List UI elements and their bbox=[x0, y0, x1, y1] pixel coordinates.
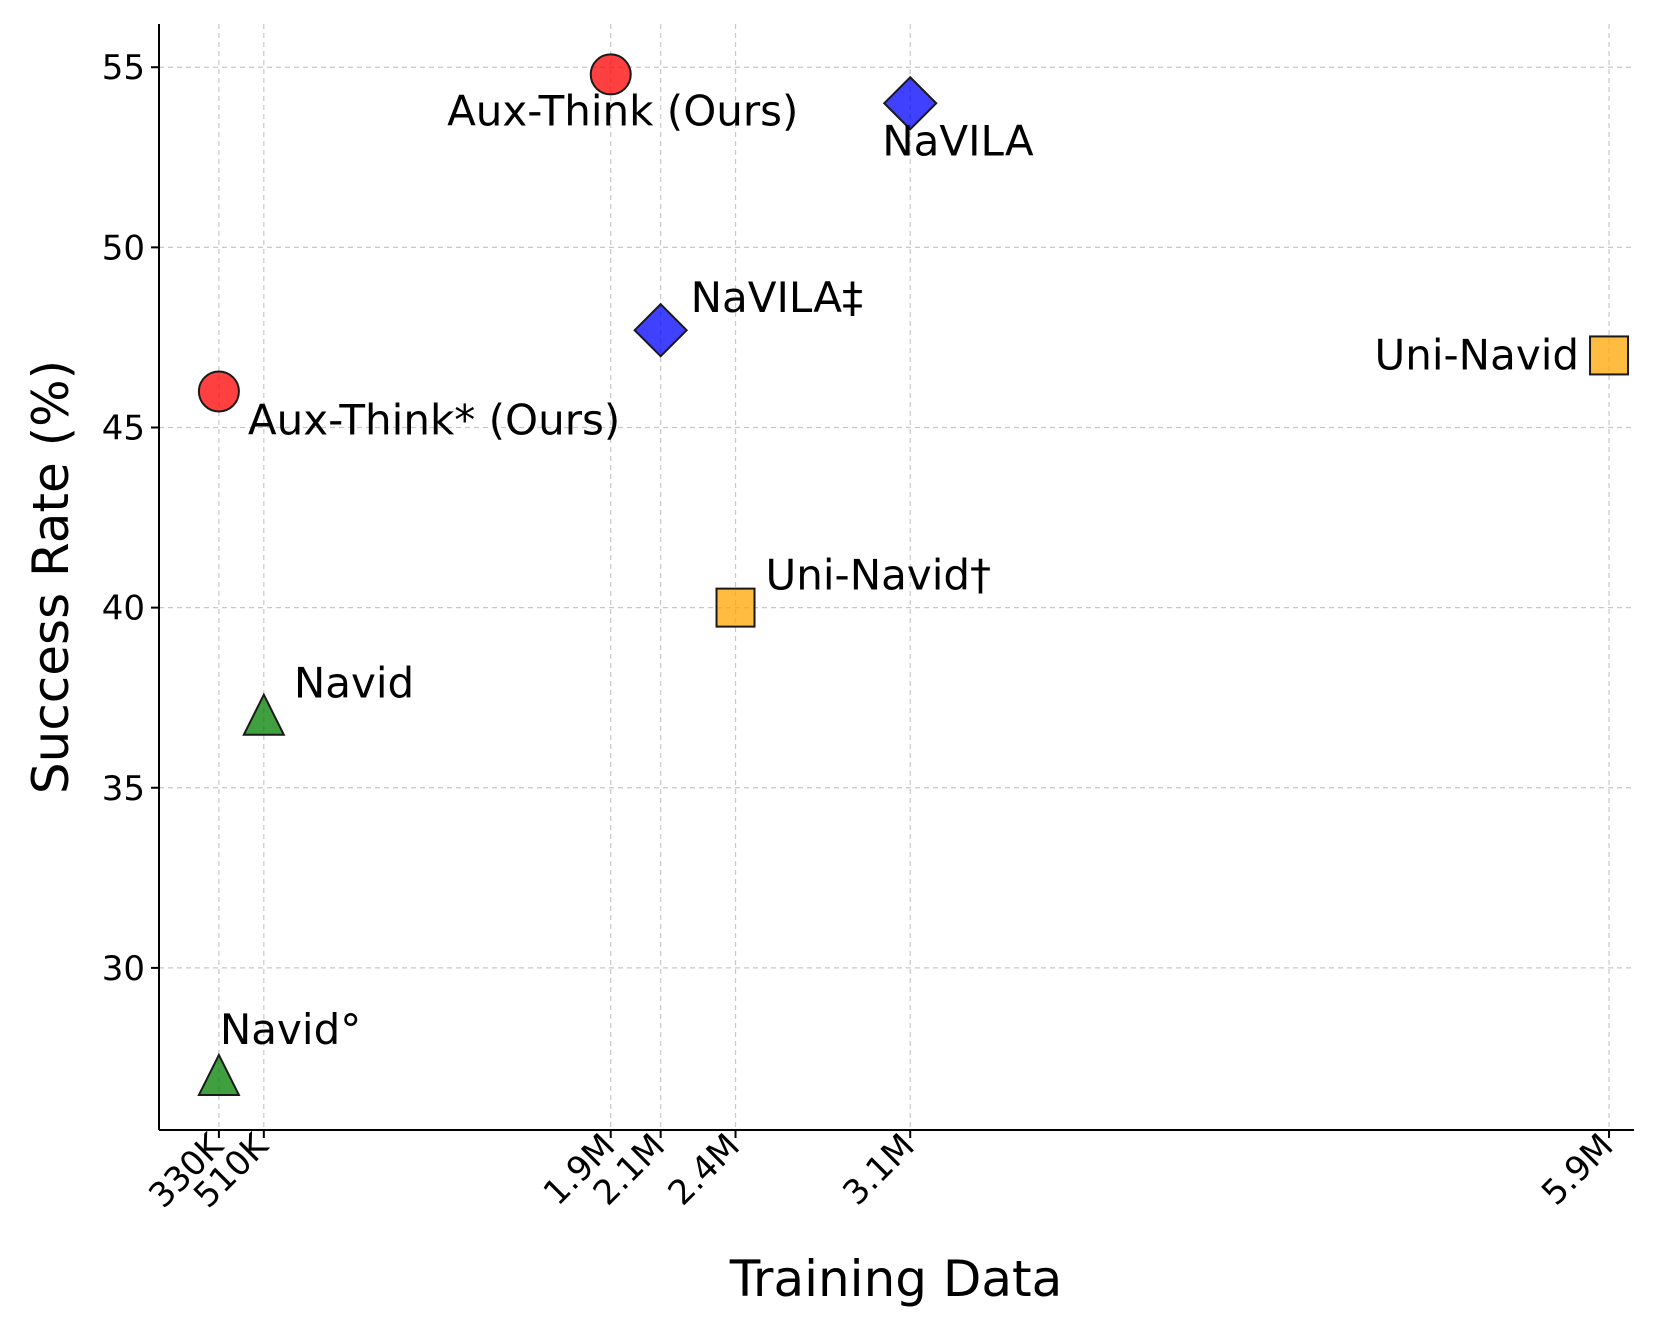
x-tick-label-5-9m: 5.9M bbox=[1534, 1126, 1621, 1213]
navid-marker bbox=[242, 692, 286, 736]
aux-think-ours-marker bbox=[589, 53, 632, 96]
navid-marker bbox=[197, 1052, 241, 1096]
uni-navid-label: Uni-Navid† bbox=[766, 551, 992, 600]
y-tick-label-45: 45 bbox=[102, 408, 145, 448]
x-axis-title: Training Data bbox=[729, 1250, 1063, 1308]
y-tick-label-30: 30 bbox=[102, 949, 145, 989]
navid-label: Navid° bbox=[220, 1005, 361, 1054]
data-markers bbox=[197, 53, 1630, 1096]
navila-marker bbox=[633, 302, 689, 358]
y-tick-label-55: 55 bbox=[102, 48, 145, 88]
navila-marker bbox=[882, 75, 938, 131]
navila-label: NaVILA bbox=[882, 116, 1034, 165]
y-tick-label-50: 50 bbox=[102, 228, 145, 268]
y-tick-label-40: 40 bbox=[102, 589, 145, 629]
y-axis-title: Success Rate (%) bbox=[22, 360, 80, 794]
uni-navid-label: Uni-Navid bbox=[1375, 330, 1580, 379]
aux-think-ours-marker bbox=[197, 370, 240, 413]
grid-lines bbox=[159, 24, 1634, 1130]
uni-navid-marker bbox=[715, 587, 756, 628]
aux-think-ours-label: Aux-Think (Ours) bbox=[447, 86, 798, 135]
aux-think-ours-label: Aux-Think* (Ours) bbox=[248, 395, 620, 444]
x-tick-label-2-4m: 2.4M bbox=[661, 1126, 748, 1213]
y-tick-label-35: 35 bbox=[102, 769, 145, 809]
x-tick-label-3-1m: 3.1M bbox=[835, 1126, 922, 1213]
navila-label: NaVILA‡ bbox=[691, 273, 863, 322]
point-labels: Aux-Think (Ours) Aux-Think* (Ours) NaVILA N… bbox=[220, 86, 1579, 1054]
navid-label: Navid bbox=[294, 659, 414, 708]
uni-navid-marker bbox=[1589, 335, 1630, 376]
axes-spines bbox=[158, 24, 1634, 1131]
